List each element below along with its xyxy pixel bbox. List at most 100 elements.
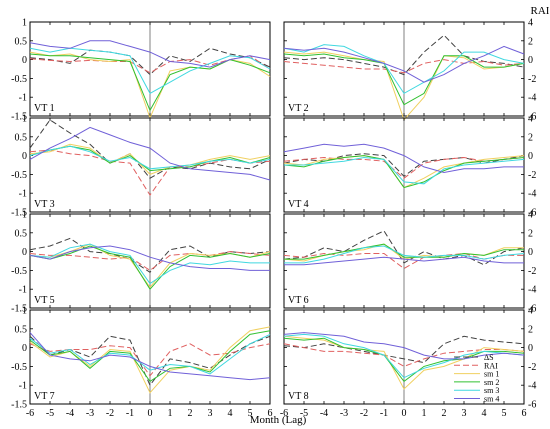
series-line-ds — [29, 237, 271, 273]
x-tick-label: 1 — [168, 408, 173, 419]
x-axis-title: Month (Lag) — [250, 414, 307, 426]
series-line-rai — [29, 251, 271, 272]
y-tick-label: -0.5 — [11, 266, 27, 277]
series-line-sm2 — [29, 330, 271, 383]
right-y-tick-label: 0 — [528, 55, 533, 66]
x-tick-label: -2 — [106, 408, 114, 419]
x-tick-label: 6 — [522, 408, 527, 419]
panel-5: 1 0.5 0 -0.5 -1 -1.5 VT 5 — [11, 210, 271, 315]
panel-label: VT 5 — [34, 295, 55, 306]
y-tick-label: 0 — [22, 55, 27, 66]
panel-8: 420-2-4-6VT 8-6 -5 -4 -3 -2 -1 0 1 2 3 4 5 6ΔSRAIsm … — [280, 306, 537, 420]
series-line-ds — [29, 119, 271, 179]
legend-label-sm4: sm 4 — [484, 395, 499, 404]
panel-4: 4 2 0 -2 -4 -6 VT 4 — [283, 114, 536, 219]
series-line-sm4 — [29, 332, 271, 381]
y-tick-label: -0.5 — [11, 74, 27, 85]
series-line-sm3 — [284, 245, 525, 264]
y-tick-label: -1.5 — [11, 112, 27, 123]
right-y-tick-label: 2 — [528, 36, 533, 47]
x-tick-label: 3 — [462, 408, 467, 419]
right-y-tick-label: 0 — [528, 151, 533, 162]
panel-1: 1 0.5 0 -0.5 -1 -1.5 VT 1 — [11, 18, 271, 123]
x-tick-label: -4 — [320, 408, 328, 419]
series-line-ds — [283, 335, 525, 364]
panel-6: 4 2 0 -2 -4 -6 VT 6 — [283, 210, 536, 315]
right-y-tick-label: 2 — [528, 132, 533, 143]
y-tick-label: -1 — [19, 285, 27, 296]
right-y-tick-label: 0 — [528, 247, 533, 258]
right-y-tick-label: 4 — [528, 114, 533, 125]
x-tick-label: 6 — [268, 408, 273, 419]
series-line-sm4 — [283, 332, 525, 360]
right-y-tick-label: 4 — [528, 306, 533, 317]
x-tick-label: 3 — [208, 408, 213, 419]
series-line-ds — [29, 47, 271, 76]
panel-2: 4 2 0 -2 -4 -6 VT 2 — [283, 18, 536, 123]
right-y-tick-label: -4 — [528, 93, 536, 104]
series-line-sm4 — [283, 143, 524, 174]
y-tick-label: -1.5 — [11, 208, 27, 219]
panel-label: VT 1 — [34, 103, 55, 114]
series-line-sm2 — [29, 245, 271, 291]
series-line-sm1 — [283, 335, 525, 390]
panel-label: VT 8 — [288, 391, 309, 402]
x-tick-label: 5 — [248, 408, 253, 419]
series-line-sm1 — [29, 143, 271, 175]
right-y-tick-label: -2 — [528, 266, 536, 277]
x-tick-label: -5 — [300, 408, 308, 419]
panel-grid: 1 0.5 0 -0.5 -1 -1.5 VT 1 4 2 0 -2 -4 -6 VT 2 1 0.5 0 -0.… — [11, 18, 536, 420]
x-tick-label: -1 — [126, 408, 134, 419]
x-tick-label: -3 — [86, 408, 94, 419]
x-tick-label: 5 — [502, 408, 507, 419]
right-y-tick-label: -6 — [528, 304, 536, 315]
right-y-tick-label: -6 — [528, 208, 536, 219]
y-tick-label: 1 — [22, 210, 27, 221]
right-y-tick-label: -4 — [528, 189, 536, 200]
right-axis-title: RAI — [531, 5, 550, 17]
panel-label: VT 6 — [288, 295, 309, 306]
right-y-tick-label: -4 — [528, 285, 536, 296]
y-tick-label: 1 — [22, 18, 27, 29]
legend-label-sm3: sm 3 — [484, 386, 499, 395]
x-tick-label: -6 — [280, 408, 288, 419]
x-tick-label: -4 — [66, 408, 74, 419]
y-tick-label: 0 — [22, 151, 27, 162]
series-line-sm2 — [283, 53, 525, 106]
series-line-sm3 — [29, 243, 270, 285]
legend-label-sm2: sm 2 — [484, 378, 499, 387]
x-tick-label: -6 — [26, 408, 34, 419]
series-line-sm3 — [283, 333, 525, 379]
series-line-sm4 — [29, 245, 270, 271]
y-tick-label: 0 — [22, 343, 27, 354]
series-line-rai — [283, 59, 525, 74]
y-tick-label: -0.5 — [11, 362, 27, 373]
series-line-sm3 — [29, 145, 271, 170]
x-tick-label: 0 — [402, 408, 407, 419]
x-tick-label: 2 — [442, 408, 447, 419]
y-tick-label: 0.5 — [15, 36, 28, 47]
series-line-rai — [283, 343, 525, 367]
series-line-sm3 — [283, 44, 525, 95]
right-y-tick-label: -4 — [528, 381, 536, 392]
y-tick-label: -1.5 — [11, 304, 27, 315]
legend-label-sm1: sm 1 — [484, 370, 499, 379]
x-tick-label: -1 — [380, 408, 388, 419]
right-y-tick-label: 0 — [528, 343, 533, 354]
series-line-sm3 — [284, 156, 525, 185]
panel-label: VT 3 — [34, 199, 55, 210]
right-y-tick-label: 2 — [528, 228, 533, 239]
right-y-tick-label: -6 — [528, 112, 536, 123]
series-line-sm3 — [29, 333, 271, 375]
series-line-ds — [283, 230, 525, 266]
y-tick-label: 0.5 — [15, 228, 28, 239]
right-y-tick-label: -2 — [528, 362, 536, 373]
series-line-sm2 — [284, 243, 524, 260]
y-tick-label: -1.5 — [11, 400, 27, 411]
y-tick-label: 1 — [22, 114, 27, 125]
x-tick-label: -5 — [46, 408, 54, 419]
y-tick-label: -1 — [19, 381, 27, 392]
right-y-tick-label: -2 — [528, 74, 536, 85]
y-tick-label: 1 — [22, 306, 27, 317]
